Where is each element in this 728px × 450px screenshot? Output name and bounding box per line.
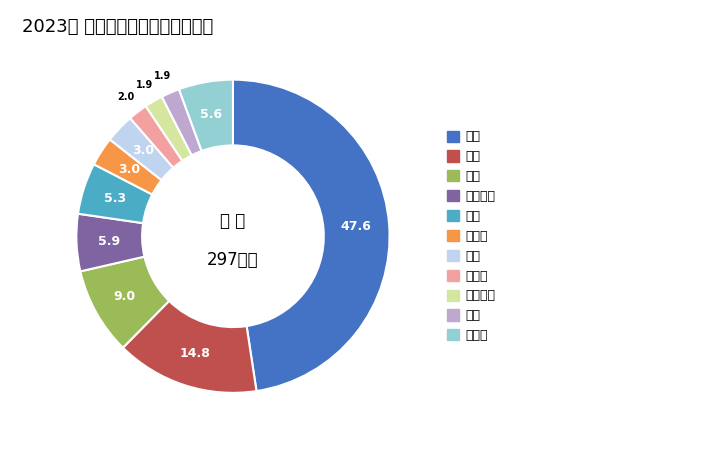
Wedge shape bbox=[130, 106, 183, 168]
Text: 2.0: 2.0 bbox=[118, 92, 135, 102]
Wedge shape bbox=[162, 89, 202, 155]
Legend: 中国, 米国, タイ, オランダ, 韓国, ドイツ, 台湾, インド, ベルギー, 英国, その他: 中国, 米国, タイ, オランダ, 韓国, ドイツ, 台湾, インド, ベルギー… bbox=[443, 126, 499, 346]
Text: 5.3: 5.3 bbox=[104, 192, 126, 205]
Text: 14.8: 14.8 bbox=[179, 347, 210, 360]
Text: 総 額: 総 額 bbox=[221, 212, 245, 230]
Wedge shape bbox=[76, 214, 144, 271]
Text: 9.0: 9.0 bbox=[114, 290, 136, 303]
Text: 3.0: 3.0 bbox=[118, 163, 140, 176]
Wedge shape bbox=[110, 118, 173, 180]
Text: 3.0: 3.0 bbox=[132, 144, 154, 158]
Wedge shape bbox=[78, 164, 152, 223]
Wedge shape bbox=[80, 256, 169, 348]
Wedge shape bbox=[233, 80, 389, 391]
Wedge shape bbox=[146, 97, 191, 161]
Text: 5.9: 5.9 bbox=[98, 235, 120, 248]
Wedge shape bbox=[94, 140, 162, 194]
Text: 47.6: 47.6 bbox=[341, 220, 372, 234]
Wedge shape bbox=[123, 301, 256, 393]
Text: 1.9: 1.9 bbox=[154, 71, 171, 81]
Text: 1.9: 1.9 bbox=[135, 80, 153, 90]
Wedge shape bbox=[179, 80, 233, 151]
Text: 297億円: 297億円 bbox=[207, 251, 258, 269]
Text: 2023年 輸出相手国のシェア（％）: 2023年 輸出相手国のシェア（％） bbox=[22, 18, 213, 36]
Text: 5.6: 5.6 bbox=[200, 108, 222, 121]
